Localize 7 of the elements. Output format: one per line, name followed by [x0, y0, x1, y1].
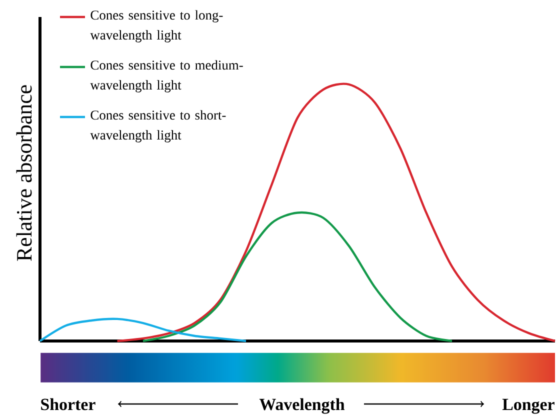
text: Wavelength [259, 398, 345, 414]
legend-label: Cones sensitive to medium-wavelength light [90, 60, 243, 92]
legend-label: Cones sensitive to short-wavelength light [90, 110, 226, 142]
legend-label: Cones sensitive to long-wavelength light [90, 10, 223, 42]
y-axis-title: Relative absorbance [16, 85, 32, 261]
text: Shorter [41, 398, 96, 410]
text: Longer [502, 398, 554, 414]
